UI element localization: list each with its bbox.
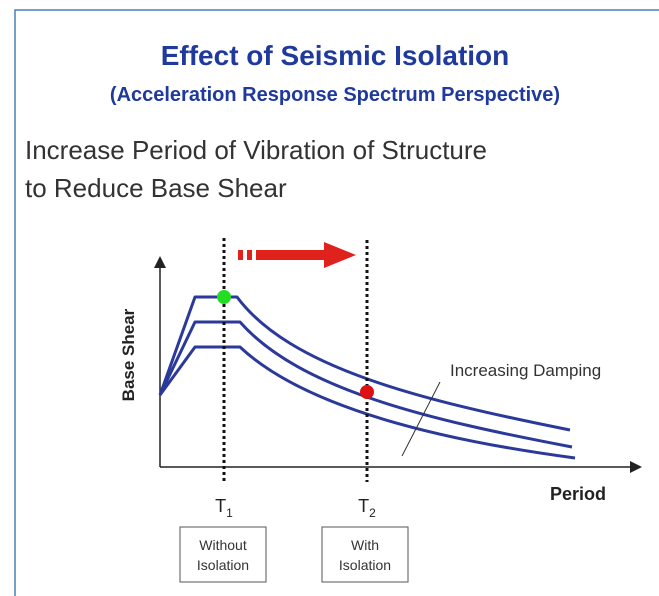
box-text: With <box>351 537 379 553</box>
x-axis-label: Period <box>550 484 606 504</box>
box-text: Without <box>199 537 247 553</box>
label-box <box>179 526 267 583</box>
slide-border <box>14 9 659 596</box>
box-text: Isolation <box>197 557 249 573</box>
label-box <box>321 526 409 583</box>
box-text: Isolation <box>339 557 391 573</box>
point-without <box>217 290 231 304</box>
y-axis-label: Base Shear <box>119 308 138 401</box>
heading-line: to Reduce Base Shear <box>25 173 287 203</box>
heading-line: Increase Period of Vibration of Structur… <box>25 135 487 165</box>
period-label: T1 <box>215 496 233 520</box>
subtitle: (Acceleration Response Spectrum Perspect… <box>110 84 560 106</box>
shift-arrow <box>238 242 356 268</box>
period-label: T2 <box>358 496 376 520</box>
spectrum-curve <box>158 295 571 432</box>
point-with <box>360 385 374 399</box>
spectrum-curve <box>158 345 576 460</box>
annotation: Increasing Damping <box>450 361 601 380</box>
annotation-leader <box>401 381 441 457</box>
spectrum-curve <box>158 320 573 449</box>
title: Effect of Seismic Isolation <box>161 40 510 71</box>
